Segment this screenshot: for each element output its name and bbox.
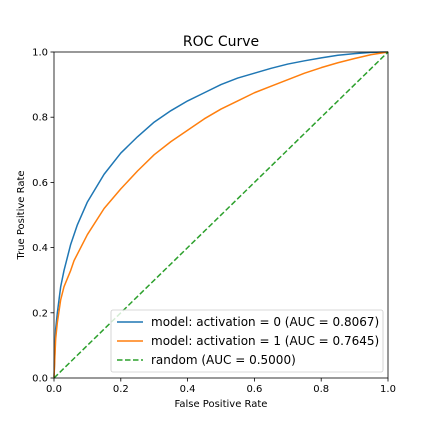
legend-label-2: random (AUC = 0.5000) — [151, 353, 296, 367]
x-tick-label: 1.0 — [380, 384, 396, 395]
axis-ticks: 0.0 0.2 0.4 0.6 0.8 1.0 0.0 0.2 0.4 0.6 0.8 1.0 — [32, 48, 396, 396]
series-line-1 — [53, 51, 389, 379]
plot-series — [53, 51, 389, 379]
chart-title: ROC Curve — [183, 34, 259, 50]
y-tick-label: 1.0 — [32, 48, 48, 59]
series-line-2 — [53, 51, 389, 379]
legend-label-0: model: activation = 0 (AUC = 0.8067) — [151, 315, 379, 329]
legend-label-1: model: activation = 1 (AUC = 0.7645) — [151, 334, 379, 348]
x-tick-label: 0.0 — [46, 384, 62, 395]
y-tick-label: 0.2 — [32, 308, 48, 319]
y-tick-label: 0.8 — [32, 113, 48, 124]
x-tick-label: 0.6 — [246, 384, 262, 395]
legend: model: activation = 0 (AUC = 0.8067) mode… — [110, 309, 384, 373]
legend-box — [110, 309, 384, 373]
y-tick-label: 0.6 — [32, 178, 48, 189]
y-tick-label: 0.4 — [32, 243, 48, 254]
x-tick-label: 0.8 — [313, 384, 329, 395]
y-tick-label: 0.0 — [32, 374, 48, 385]
axes-frame — [53, 51, 389, 379]
x-tick-label: 0.4 — [180, 384, 196, 395]
series-line-0 — [53, 51, 389, 379]
x-axis-label: False Positive Rate — [175, 399, 268, 410]
y-axis-label: True Positive Rate — [16, 170, 27, 260]
x-tick-label: 0.2 — [113, 384, 129, 395]
